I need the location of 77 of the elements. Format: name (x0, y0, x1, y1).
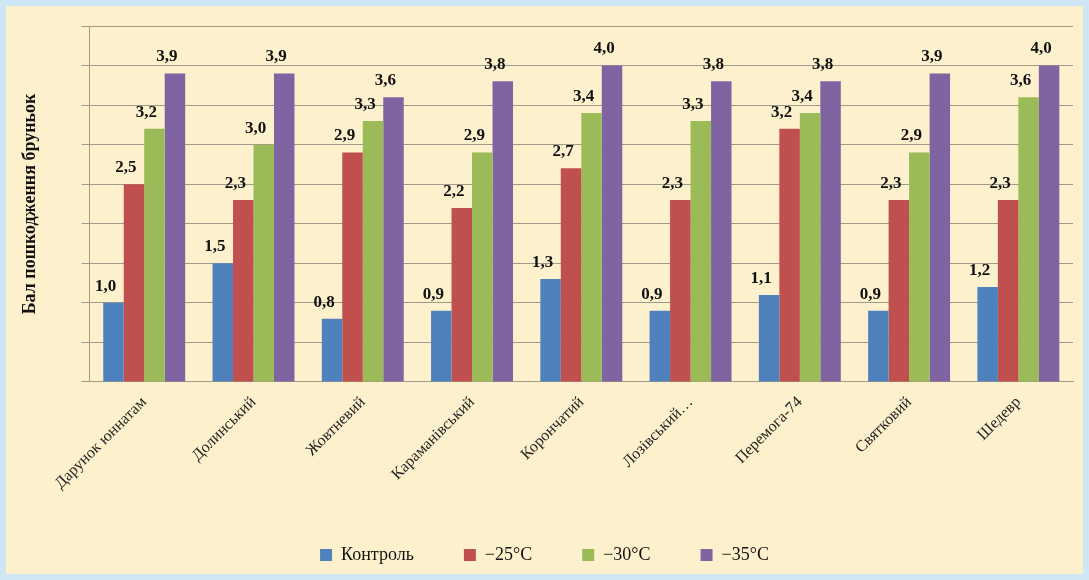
bar (820, 81, 841, 382)
bar (779, 128, 800, 382)
data-label: 2,9 (333, 125, 356, 145)
bar (342, 152, 363, 382)
data-label: 1,2 (969, 259, 991, 279)
data-label: 3,6 (1009, 70, 1032, 90)
bar (273, 73, 295, 382)
bar (670, 200, 691, 382)
legend-label: Контроль (341, 543, 414, 564)
data-label: 3,9 (156, 46, 178, 66)
data-label: 2,2 (443, 180, 465, 200)
bar (758, 294, 780, 382)
data-label: 3,2 (135, 101, 158, 121)
bar (212, 263, 234, 382)
data-label: 3,0 (245, 117, 267, 137)
data-label: 3,2 (770, 101, 793, 121)
bar (451, 207, 473, 382)
bar (1038, 65, 1060, 382)
bar (1018, 97, 1039, 382)
bar (253, 144, 274, 382)
bar (997, 200, 1019, 382)
bar (601, 65, 623, 382)
bar (492, 81, 514, 382)
legend-label: −35°C (721, 543, 769, 564)
data-label: 2,3 (989, 172, 1011, 192)
bar (321, 318, 343, 382)
bar (888, 200, 910, 382)
data-label: 3,6 (374, 70, 397, 90)
data-label: 3,8 (702, 54, 724, 74)
legend-label: −25°C (484, 543, 533, 564)
data-label: 3,3 (354, 93, 376, 113)
legend-label: −30°C (603, 543, 651, 564)
data-label: 2,9 (463, 125, 485, 145)
bar (472, 152, 493, 382)
bar (164, 73, 186, 382)
data-label: 3,8 (484, 54, 506, 74)
data-label: 3,3 (682, 93, 704, 113)
data-label: 4,0 (593, 38, 615, 58)
data-label: 2,5 (115, 157, 137, 177)
data-label: 0,8 (313, 291, 335, 311)
bar (909, 152, 930, 382)
bar (103, 302, 124, 382)
bar (362, 120, 384, 382)
data-label: 2,9 (900, 125, 922, 145)
data-label: 0,9 (422, 283, 444, 303)
bar (540, 279, 561, 382)
bar (977, 287, 998, 382)
data-label: 2,7 (552, 141, 575, 161)
data-label: 3,9 (921, 46, 943, 66)
bar (649, 310, 671, 382)
data-label: 3,4 (572, 85, 595, 105)
data-label: 2,3 (880, 172, 902, 192)
bar (144, 128, 165, 382)
bar (581, 113, 602, 382)
bar (123, 184, 145, 382)
data-label: 1,1 (750, 267, 772, 287)
bar (799, 113, 821, 382)
bar (383, 97, 404, 382)
data-label: 2,3 (224, 172, 246, 192)
data-label: 1,3 (531, 252, 554, 271)
y-axis-title: Бал пошкодження бруньок (19, 92, 40, 315)
data-label: 0,9 (641, 283, 663, 303)
data-label: 2,3 (661, 172, 683, 192)
data-label: 3,4 (791, 85, 814, 105)
bar (560, 168, 582, 382)
data-label: 3,8 (811, 54, 834, 74)
bar (233, 200, 254, 382)
data-label: 3,9 (265, 46, 287, 66)
data-label: 1,0 (94, 275, 117, 295)
data-label: 1,5 (204, 236, 226, 256)
bar (868, 310, 889, 382)
bar (690, 120, 712, 382)
data-label: 0,9 (859, 283, 881, 303)
data-label: 4,0 (1030, 38, 1052, 58)
bar (431, 310, 452, 382)
bar (711, 81, 732, 382)
bar (929, 73, 951, 382)
